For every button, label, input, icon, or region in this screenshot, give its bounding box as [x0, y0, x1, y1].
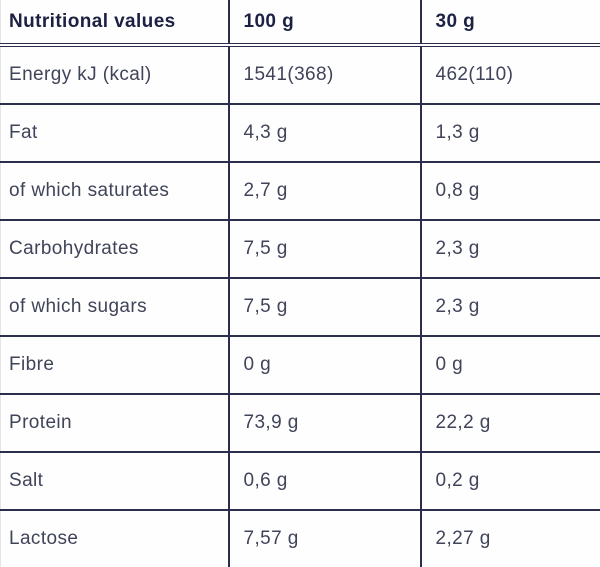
nutrition-table-header: Nutritional values 100 g 30 g	[1, 0, 600, 45]
table-row-salt: Salt 0,6 g 0,2 g	[1, 452, 600, 510]
header-row: Nutritional values 100 g 30 g	[1, 0, 600, 45]
value-100g: 1541(368)	[229, 45, 421, 104]
table-row-protein: Protein 73,9 g 22,2 g	[1, 394, 600, 452]
value-100g: 7,5 g	[229, 278, 421, 336]
table-row-energy: Energy kJ (kcal) 1541(368) 462(110)	[1, 45, 600, 104]
row-label: of which saturates	[1, 162, 229, 220]
table-row-lactose: Lactose 7,57 g 2,27 g	[1, 510, 600, 567]
value-30g: 2,3 g	[421, 220, 600, 278]
row-label: Energy kJ (kcal)	[1, 45, 229, 104]
value-30g: 0,2 g	[421, 452, 600, 510]
row-label: Carbohydrates	[1, 220, 229, 278]
value-100g: 4,3 g	[229, 104, 421, 162]
row-label: Fat	[1, 104, 229, 162]
value-30g: 0,8 g	[421, 162, 600, 220]
value-100g: 7,57 g	[229, 510, 421, 567]
row-label: Salt	[1, 452, 229, 510]
header-cell-30g: 30 g	[421, 0, 600, 45]
table-row-saturates: of which saturates 2,7 g 0,8 g	[1, 162, 600, 220]
value-30g: 1,3 g	[421, 104, 600, 162]
value-30g: 22,2 g	[421, 394, 600, 452]
row-label: Lactose	[1, 510, 229, 567]
row-label: Fibre	[1, 336, 229, 394]
value-30g: 2,3 g	[421, 278, 600, 336]
table-row-sugars: of which sugars 7,5 g 2,3 g	[1, 278, 600, 336]
table-row-fat: Fat 4,3 g 1,3 g	[1, 104, 600, 162]
header-cell-label: Nutritional values	[1, 0, 229, 45]
value-30g: 2,27 g	[421, 510, 600, 567]
value-100g: 0 g	[229, 336, 421, 394]
table-row-fibre: Fibre 0 g 0 g	[1, 336, 600, 394]
value-30g: 462(110)	[421, 45, 600, 104]
value-100g: 7,5 g	[229, 220, 421, 278]
row-label: Protein	[1, 394, 229, 452]
header-cell-100g: 100 g	[229, 0, 421, 45]
row-label: of which sugars	[1, 278, 229, 336]
nutrition-table-body: Energy kJ (kcal) 1541(368) 462(110) Fat …	[1, 45, 600, 567]
table-row-carbohydrates: Carbohydrates 7,5 g 2,3 g	[1, 220, 600, 278]
value-100g: 2,7 g	[229, 162, 421, 220]
value-100g: 0,6 g	[229, 452, 421, 510]
value-30g: 0 g	[421, 336, 600, 394]
value-100g: 73,9 g	[229, 394, 421, 452]
